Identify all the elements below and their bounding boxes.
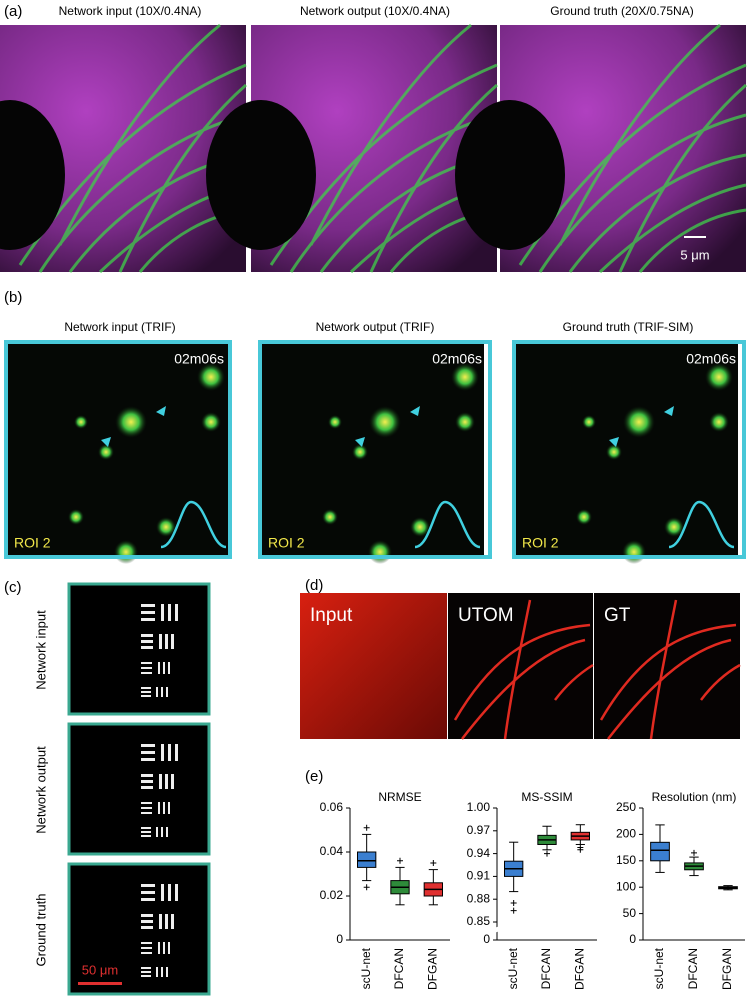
- image-label: Input: [310, 605, 353, 626]
- y-tick-label: 150: [616, 853, 636, 867]
- image-title: Network input (10X/0.4NA): [59, 4, 202, 18]
- chart-title: Resolution (nm): [652, 790, 737, 804]
- scale-label: 50 μm: [82, 962, 118, 977]
- timestamp: 02m06s: [174, 351, 224, 367]
- image: 02m06s ROI 2: [4, 340, 232, 566]
- timestamp: 02m06s: [686, 351, 736, 367]
- panel-label: (e): [305, 768, 323, 785]
- y-tick-label: 0.94: [467, 846, 491, 860]
- y-tick-label: 0.06: [320, 800, 344, 814]
- scale-bar: [684, 236, 706, 238]
- outlier: [363, 824, 370, 831]
- y-tick-label: 0.97: [467, 823, 491, 837]
- image-title: Network output (TRIF): [316, 320, 435, 334]
- y-tick-label: 1.00: [467, 800, 491, 814]
- y-tick-label: 0: [629, 932, 636, 946]
- y-tick-label: 250: [616, 800, 636, 814]
- x-tick-label: scU-net: [506, 947, 520, 989]
- image: 02m06s ROI 2: [258, 340, 492, 566]
- micrograph: [204, 23, 499, 274]
- filaments: [599, 599, 741, 740]
- micrograph: [453, 23, 748, 274]
- outlier: [430, 860, 437, 866]
- image: [594, 593, 740, 739]
- image-title: Ground truth (TRIF-SIM): [563, 320, 694, 334]
- y-tick-label: 0.85: [467, 914, 491, 928]
- chart-title: MS-SSIM: [521, 790, 572, 804]
- x-tick-label: DFCAN: [539, 948, 553, 989]
- x-tick-label: DFGAN: [426, 948, 440, 990]
- outlier: [577, 846, 584, 853]
- panel-label: (c): [4, 579, 22, 596]
- image-title: Network output (10X/0.4NA): [300, 4, 450, 18]
- roi-label: ROI 2: [14, 535, 51, 551]
- outlier: [691, 849, 697, 856]
- image-title: Ground truth (20X/0.75NA): [550, 4, 693, 18]
- image: [300, 593, 447, 739]
- panel-label: (b): [4, 289, 22, 306]
- y-tick-label: 50: [623, 906, 637, 920]
- outlier: [363, 884, 370, 891]
- outlier: [397, 857, 403, 864]
- chart-title: NRMSE: [378, 790, 421, 804]
- outlier: [510, 900, 517, 906]
- x-tick-label: DFGAN: [720, 948, 734, 990]
- filaments: [453, 599, 594, 740]
- axis-break: [492, 924, 502, 935]
- y-tick-label: 0.88: [467, 891, 491, 905]
- target-image: [67, 722, 211, 856]
- image-label: GT: [604, 605, 631, 626]
- panel-label: (a): [4, 3, 22, 20]
- roi-label: ROI 2: [522, 535, 559, 551]
- y-tick-label: 0.04: [320, 844, 344, 858]
- outlier: [510, 907, 517, 914]
- row-label: Ground truth: [33, 894, 48, 967]
- y-tick-label: 200: [616, 827, 636, 841]
- panel-label: (d): [305, 577, 323, 594]
- y-tick-label: 0.91: [467, 869, 491, 883]
- x-tick-label: DFCAN: [686, 948, 700, 989]
- x-tick-label: scU-net: [652, 947, 666, 989]
- y-tick-label: 0: [483, 932, 490, 946]
- image: 02m06s ROI 2: [512, 340, 746, 566]
- scale-label: 5 μm: [680, 247, 709, 262]
- target-image: [67, 582, 211, 716]
- y-tick-label: 100: [616, 879, 636, 893]
- y-tick-label: 0.02: [320, 888, 344, 902]
- micrograph: [0, 23, 248, 274]
- y-tick-label: 0: [336, 932, 343, 946]
- x-tick-label: DFGAN: [573, 948, 587, 990]
- scale-bar: [78, 982, 122, 985]
- outlier: [544, 850, 550, 857]
- x-tick-label: DFCAN: [392, 948, 406, 989]
- box: [357, 851, 377, 868]
- image-label: UTOM: [458, 605, 514, 626]
- row-label: Network output: [33, 746, 48, 834]
- image-title: Network input (TRIF): [64, 320, 175, 334]
- x-tick-label: scU-net: [359, 947, 373, 989]
- roi-label: ROI 2: [268, 535, 305, 551]
- image: [448, 593, 593, 739]
- box: [650, 841, 670, 862]
- row-label: Network input: [33, 610, 48, 690]
- timestamp: 02m06s: [432, 351, 482, 367]
